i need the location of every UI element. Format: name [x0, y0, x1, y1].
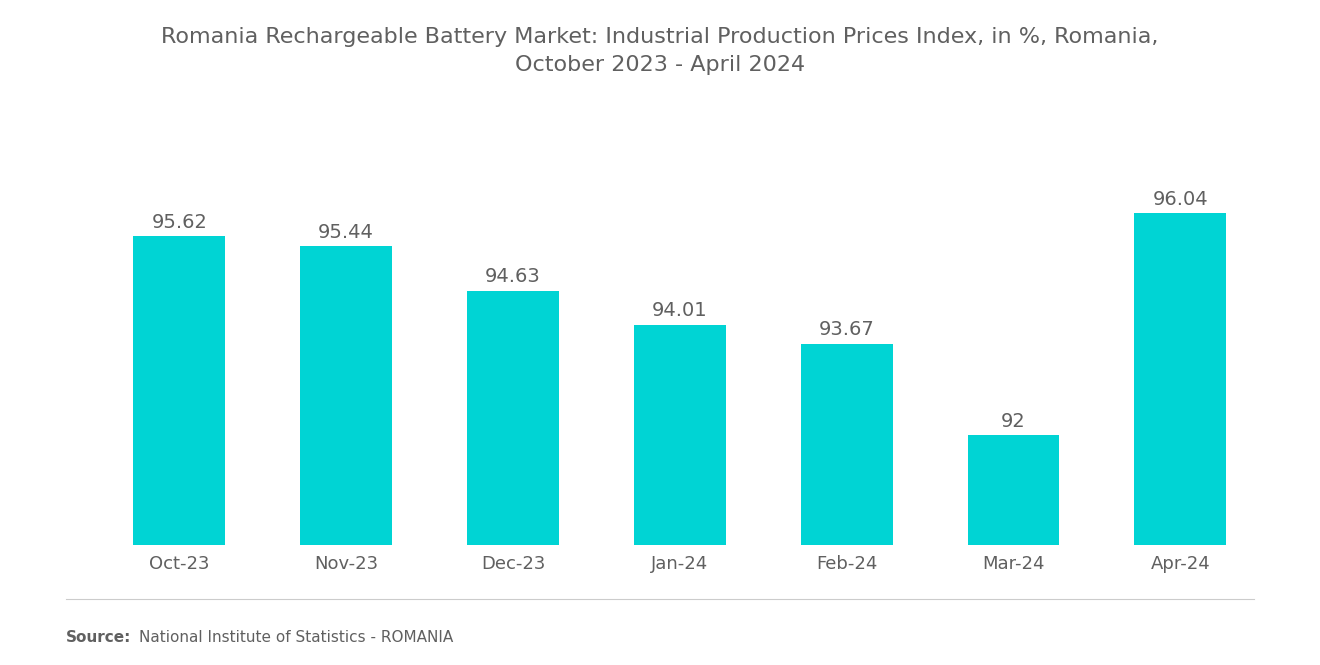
Bar — [300, 246, 392, 545]
Text: 94.01: 94.01 — [652, 301, 708, 321]
Bar — [467, 291, 558, 545]
Bar — [968, 436, 1060, 545]
Text: Source:: Source: — [66, 630, 132, 645]
Text: 94.63: 94.63 — [484, 267, 541, 287]
Text: 92: 92 — [1001, 412, 1026, 431]
Text: 96.04: 96.04 — [1152, 190, 1208, 209]
Bar — [634, 325, 726, 545]
Text: Romania Rechargeable Battery Market: Industrial Production Prices Index, in %, R: Romania Rechargeable Battery Market: Ind… — [161, 27, 1159, 74]
Bar — [801, 344, 892, 545]
Text: 95.44: 95.44 — [318, 223, 374, 242]
Bar — [133, 236, 226, 545]
Bar — [1134, 213, 1226, 545]
Text: 95.62: 95.62 — [152, 213, 207, 232]
Text: 93.67: 93.67 — [818, 320, 875, 339]
Text: National Institute of Statistics - ROMANIA: National Institute of Statistics - ROMAN… — [139, 630, 453, 645]
